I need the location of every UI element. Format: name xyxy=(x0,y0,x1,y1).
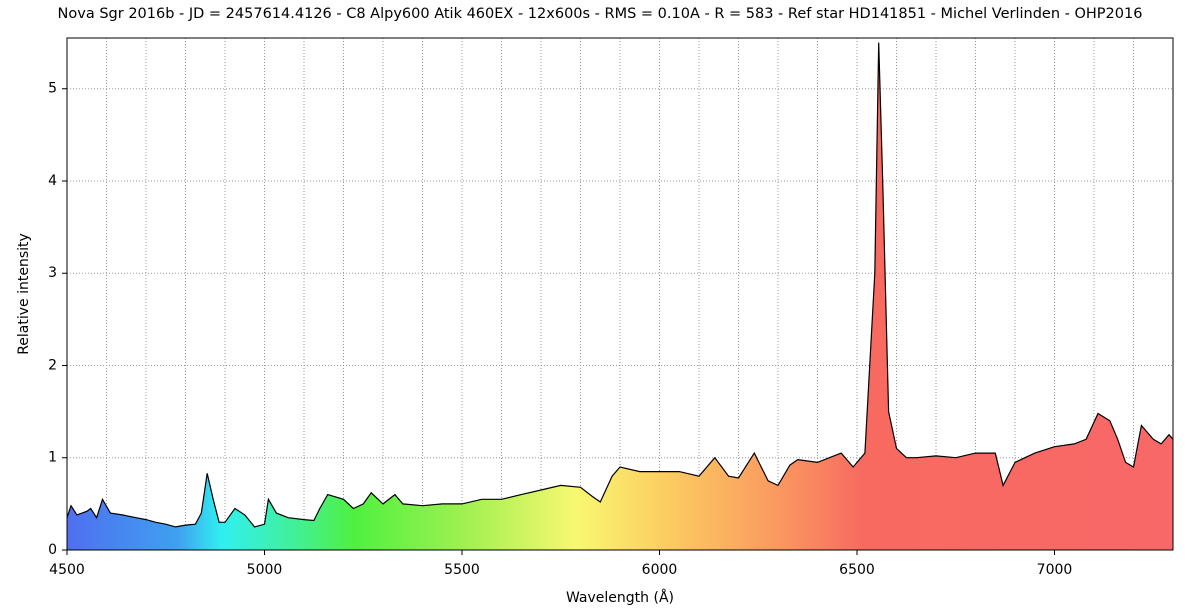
plot-frame xyxy=(66,37,1174,551)
x-tick-label: 5000 xyxy=(247,562,283,578)
x-tick-label: 4500 xyxy=(49,562,85,578)
y-tick-label: 2 xyxy=(48,357,57,373)
x-tick-label: 7000 xyxy=(1037,562,1073,578)
x-tick-label: 6500 xyxy=(839,562,875,578)
y-tick-label: 0 xyxy=(48,542,57,558)
spectrum-line xyxy=(66,42,1174,528)
x-tick-label: 6000 xyxy=(642,562,678,578)
y-tick-label: 5 xyxy=(48,81,57,97)
spectrum-fill xyxy=(67,42,1173,550)
x-tick-label: 5500 xyxy=(444,562,480,578)
y-tick-label: 4 xyxy=(48,173,57,189)
x-axis-label: Wavelength (Å) xyxy=(566,589,674,606)
y-tick-label: 3 xyxy=(48,265,57,281)
y-axis-label: Relative intensity xyxy=(16,233,32,355)
plot-area xyxy=(66,38,1174,551)
y-tick-label: 1 xyxy=(48,450,57,466)
chart-title: Nova Sgr 2016b - JD = 2457614.4126 - C8 … xyxy=(58,6,1143,22)
